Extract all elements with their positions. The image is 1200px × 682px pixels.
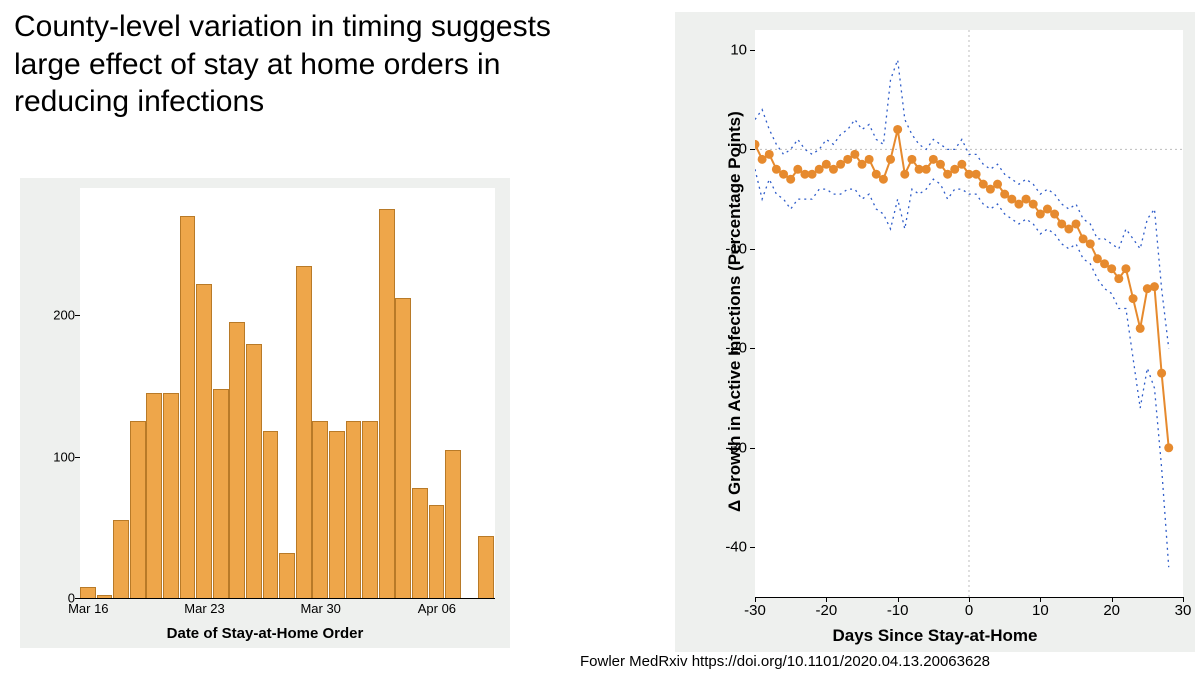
- line-chart-marker: [879, 175, 888, 184]
- line-chart-marker: [957, 160, 966, 169]
- line-chart-marker: [922, 165, 931, 174]
- bar-chart-bar: [163, 393, 179, 598]
- bar-chart-x-tick: Mar 23: [184, 601, 224, 616]
- line-chart-x-tick: 0: [965, 602, 973, 619]
- line-chart-marker: [1050, 210, 1059, 219]
- line-chart-x-axis-label: Days Since Stay-at-Home: [675, 626, 1195, 646]
- line-chart-marker: [936, 160, 945, 169]
- bar-chart-y-tick: 0: [20, 591, 75, 606]
- line-chart-y-tick: 0: [675, 141, 747, 158]
- line-chart-x-tick: -10: [887, 602, 909, 619]
- line-chart-marker: [893, 125, 902, 134]
- citation-author: Fowler MedRxiv: [580, 653, 688, 670]
- line-chart-marker: [993, 180, 1002, 189]
- line-chart-marker: [886, 155, 895, 164]
- line-chart-marker: [1029, 200, 1038, 209]
- line-chart-x-tick: 20: [1103, 602, 1120, 619]
- citation: Fowler MedRxiv https://doi.org/10.1101/2…: [580, 653, 990, 670]
- line-chart-marker: [972, 170, 981, 179]
- bar-chart-plot-area: [80, 188, 495, 598]
- line-chart-panel: a Δ Growth in Active Infections (Percent…: [675, 12, 1195, 652]
- bar-chart-bar: [412, 488, 428, 598]
- line-chart-marker: [1150, 282, 1159, 291]
- bar-chart-bar: [478, 536, 494, 598]
- bar-chart-x-tick: Apr 06: [418, 601, 456, 616]
- bar-chart-bar: [329, 431, 345, 598]
- line-chart-marker: [900, 170, 909, 179]
- bar-chart-bar: [296, 266, 312, 598]
- bar-chart-panel: a Number of Counties Date of Stay-at-Hom…: [20, 178, 510, 648]
- line-chart-plot-area: [755, 30, 1183, 597]
- bar-chart-x-tick: Mar 30: [300, 601, 340, 616]
- line-chart-marker: [1072, 219, 1081, 228]
- line-chart-y-axis-label: Δ Growth in Active Infections (Percentag…: [725, 152, 745, 512]
- line-chart-marker: [1129, 294, 1138, 303]
- line-chart-marker: [765, 150, 774, 159]
- bar-chart-bar: [130, 421, 146, 598]
- line-chart-marker: [907, 155, 916, 164]
- citation-doi: https://doi.org/10.1101/2020.04.13.20063…: [692, 653, 990, 670]
- line-chart-y-tick: 10: [675, 41, 747, 58]
- bar-chart-bar: [263, 431, 279, 598]
- line-chart-marker: [850, 150, 859, 159]
- line-chart-marker: [1107, 264, 1116, 273]
- line-chart-marker: [1164, 443, 1173, 452]
- bar-chart-x-axis-label: Date of Stay-at-Home Order: [20, 625, 510, 642]
- bar-chart-y-tick: 200: [20, 308, 75, 323]
- line-chart-marker: [865, 155, 874, 164]
- line-chart-y-tick: -10: [675, 240, 747, 257]
- bar-chart-bar: [346, 421, 362, 598]
- bar-chart-bar: [379, 209, 395, 598]
- line-chart-marker: [1121, 264, 1130, 273]
- line-chart-marker: [1114, 274, 1123, 283]
- bar-chart-bar: [213, 389, 229, 598]
- bar-chart-bar: [362, 421, 378, 598]
- bar-chart-bar: [279, 553, 295, 598]
- line-chart-marker: [755, 140, 760, 149]
- line-chart-x-tick: -30: [744, 602, 766, 619]
- bar-chart-bar: [113, 520, 129, 598]
- line-chart-marker: [1157, 369, 1166, 378]
- line-chart-marker: [1086, 239, 1095, 248]
- bar-chart-x-tick: Mar 16: [68, 601, 108, 616]
- bar-chart-bar: [429, 505, 445, 598]
- bar-chart-bar: [395, 298, 411, 598]
- bar-chart-y-tick: 100: [20, 449, 75, 464]
- bar-chart-bar: [180, 216, 196, 598]
- slide-title: County-level variation in timing suggest…: [14, 8, 574, 121]
- line-chart-y-tick: -40: [675, 539, 747, 556]
- line-chart-y-tick: -20: [675, 340, 747, 357]
- bar-chart-bar: [312, 421, 328, 598]
- bar-chart-bar: [229, 322, 245, 598]
- line-chart-marker: [786, 175, 795, 184]
- line-chart-x-tick: 10: [1032, 602, 1049, 619]
- line-chart-x-tick: 30: [1175, 602, 1192, 619]
- bar-chart-bar: [445, 450, 461, 598]
- bar-chart-bar: [246, 344, 262, 598]
- line-chart-marker: [1136, 324, 1145, 333]
- bar-chart-bar: [146, 393, 162, 598]
- line-chart-x-tick: -20: [815, 602, 837, 619]
- bar-chart-bar: [80, 587, 96, 598]
- bar-chart-bar: [196, 284, 212, 598]
- line-chart-svg: [755, 30, 1183, 597]
- line-chart-y-tick: -30: [675, 439, 747, 456]
